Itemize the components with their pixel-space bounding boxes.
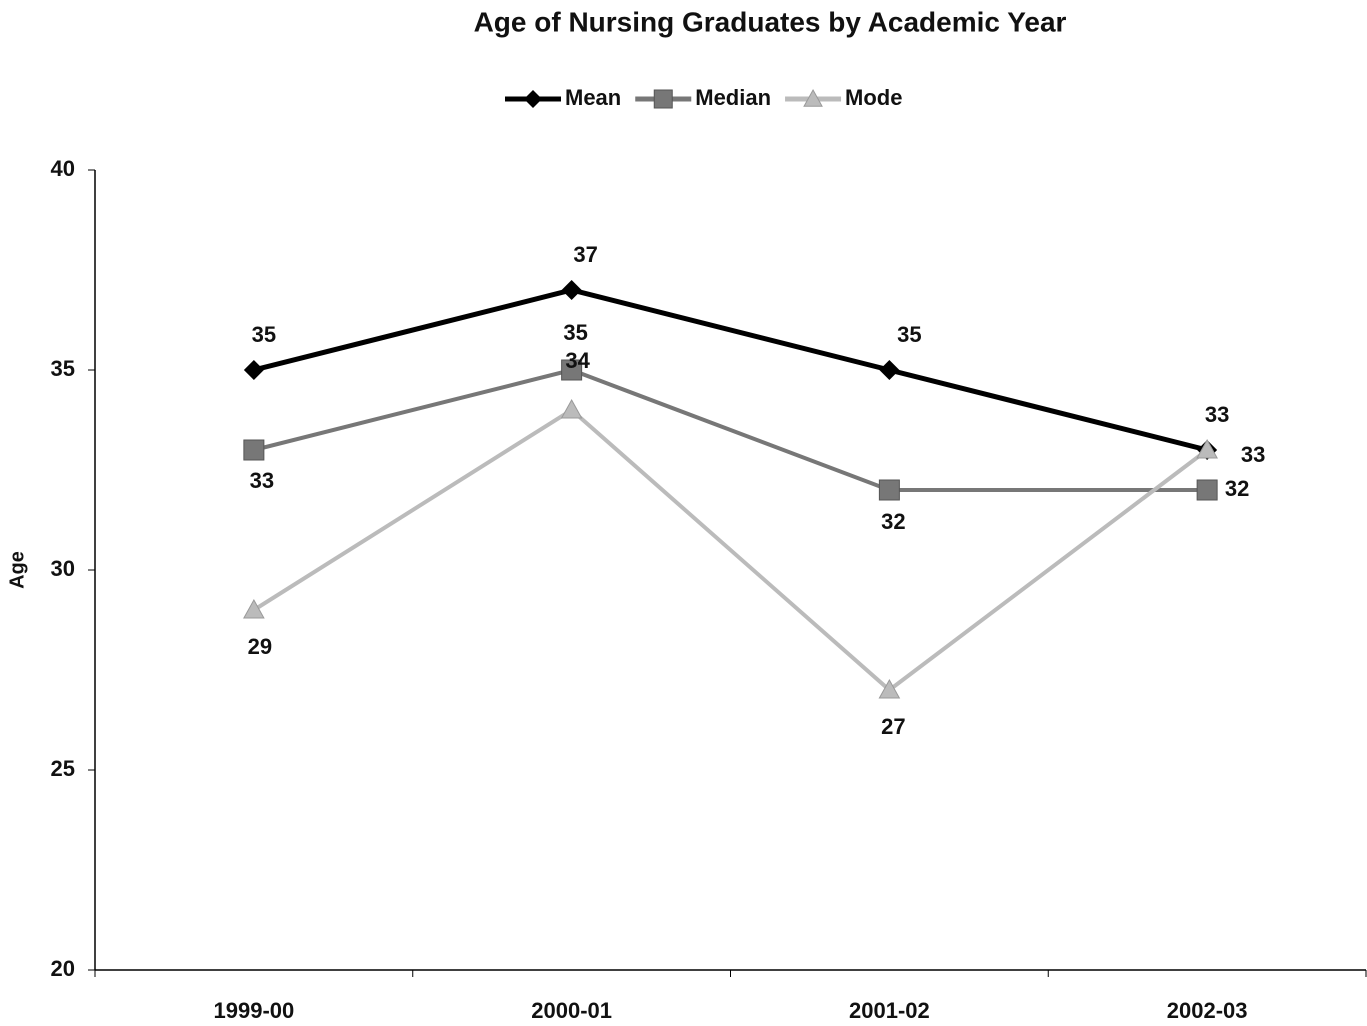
y-axis-label: Age — [6, 551, 28, 589]
data-label: 33 — [1241, 442, 1265, 467]
x-tick-label: 2001-02 — [849, 998, 930, 1023]
data-label: 37 — [573, 242, 597, 267]
marker — [878, 479, 900, 501]
marker — [243, 598, 265, 619]
data-label: 35 — [563, 320, 587, 345]
data-label: 32 — [1225, 476, 1249, 501]
series-line — [252, 407, 1209, 693]
marker — [653, 89, 673, 109]
marker — [561, 280, 582, 300]
series-line — [253, 367, 1208, 492]
marker — [524, 90, 542, 108]
marker — [803, 88, 823, 107]
marker — [878, 678, 901, 699]
x-tick-label: 2002-03 — [1167, 998, 1248, 1023]
marker — [1196, 479, 1218, 501]
x-tick-label: 1999-00 — [214, 998, 295, 1023]
y-tick-label: 40 — [51, 156, 75, 181]
data-label: 32 — [881, 509, 905, 534]
data-label: 27 — [881, 714, 905, 739]
x-tick-label: 2000-01 — [531, 998, 612, 1023]
legend-label: Mode — [845, 85, 902, 110]
marker — [243, 360, 264, 380]
chart-title: Age of Nursing Graduates by Academic Yea… — [474, 6, 1067, 37]
y-tick-label: 35 — [51, 356, 75, 381]
marker — [243, 439, 265, 461]
y-tick-label: 25 — [51, 756, 75, 781]
y-tick-label: 20 — [51, 956, 75, 981]
data-label: 33 — [1205, 402, 1229, 427]
data-label: 35 — [897, 322, 921, 347]
data-label: 29 — [248, 634, 272, 659]
data-label: 35 — [252, 322, 276, 347]
data-label: 33 — [250, 468, 274, 493]
legend-label: Mean — [565, 85, 621, 110]
y-tick-label: 30 — [51, 556, 75, 581]
marker — [879, 360, 900, 380]
marker — [1196, 438, 1218, 459]
marker — [560, 398, 583, 419]
series-line — [253, 287, 1208, 453]
marker — [561, 359, 583, 381]
data-label: 34 — [565, 348, 590, 373]
legend-label: Median — [695, 85, 771, 110]
